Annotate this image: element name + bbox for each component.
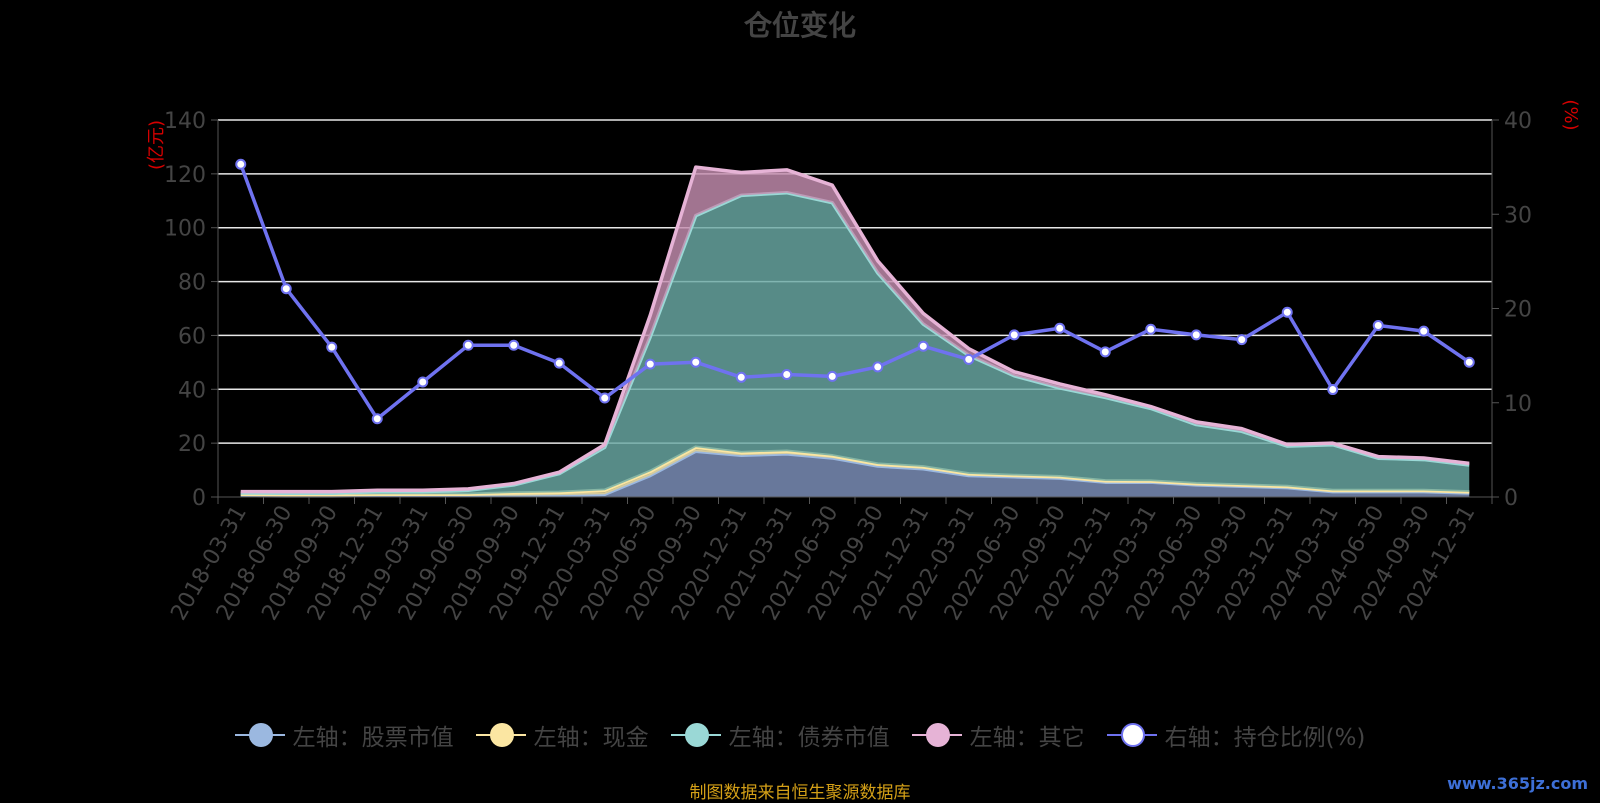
legend-label: 左轴：现金 bbox=[533, 725, 649, 751]
right-tick-label: 40 bbox=[1504, 109, 1532, 134]
line-other bbox=[240, 165, 1470, 494]
ratio-point bbox=[1145, 323, 1157, 335]
right-tick-label: 10 bbox=[1504, 392, 1532, 417]
legend-swatch-icon bbox=[670, 723, 721, 747]
legend-item-other[interactable]: 左轴：其它 bbox=[911, 718, 1085, 752]
right-tick-label: 20 bbox=[1504, 298, 1532, 323]
ratio-point bbox=[371, 413, 383, 425]
legend-swatch-icon bbox=[1106, 723, 1157, 747]
ratio-point bbox=[1008, 329, 1020, 341]
legend-label: 左轴：其它 bbox=[969, 725, 1085, 751]
legend-item-cash[interactable]: 左轴：现金 bbox=[475, 718, 649, 752]
ratio-point bbox=[599, 392, 611, 404]
legend-label: 左轴：股票市值 bbox=[292, 725, 454, 751]
left-tick-label: 100 bbox=[164, 217, 206, 242]
ratio-point bbox=[1236, 334, 1248, 346]
legend-label: 右轴：持仓比例(%) bbox=[1164, 725, 1366, 751]
left-tick-label: 80 bbox=[178, 271, 206, 296]
ratio-line bbox=[239, 163, 1471, 421]
ratio-point bbox=[508, 339, 520, 351]
ratio-line bbox=[235, 158, 1475, 425]
ratio-point bbox=[417, 376, 429, 388]
right-axis-unit: (%) bbox=[1560, 99, 1581, 130]
left-tick-label: 20 bbox=[178, 432, 206, 457]
ratio-point bbox=[781, 368, 793, 380]
legend-item-bond[interactable]: 左轴：债券市值 bbox=[670, 718, 890, 752]
source-note: 制图数据来自恒生聚源数据库 bbox=[689, 783, 911, 803]
ratio-point bbox=[235, 158, 247, 170]
left-tick-label: 60 bbox=[178, 324, 206, 349]
stacked-areas bbox=[240, 165, 1470, 498]
ratio-point bbox=[1054, 322, 1066, 334]
chart-title: 仓位变化 bbox=[743, 9, 856, 42]
legend-item-ratio[interactable]: 右轴：持仓比例(%) bbox=[1106, 718, 1366, 752]
ratio-point bbox=[553, 357, 565, 369]
legend-item-stock[interactable]: 左轴：股票市值 bbox=[234, 718, 454, 752]
left-tick-label: 140 bbox=[164, 109, 206, 134]
ratio-point bbox=[1327, 384, 1339, 396]
right-tick-label: 0 bbox=[1504, 486, 1518, 511]
ratio-point bbox=[1099, 346, 1111, 358]
ratio-point bbox=[872, 361, 884, 373]
ratio-point bbox=[1418, 325, 1430, 337]
ratio-point bbox=[1463, 356, 1475, 368]
watermark: www.365jz.com bbox=[1447, 774, 1588, 793]
left-axis-unit: (亿元) bbox=[146, 120, 167, 170]
legend-label: 左轴：债券市值 bbox=[728, 725, 890, 751]
ratio-point bbox=[690, 356, 702, 368]
ratio-point bbox=[462, 339, 474, 351]
area-stock bbox=[240, 451, 1470, 497]
ratio-point bbox=[963, 353, 975, 365]
ratio-point bbox=[1190, 329, 1202, 341]
right-tick-label: 30 bbox=[1504, 203, 1532, 228]
legend-swatch-icon bbox=[234, 723, 285, 747]
legend-swatch-icon bbox=[911, 723, 962, 747]
ratio-point bbox=[917, 340, 929, 352]
left-tick-label: 120 bbox=[164, 163, 206, 188]
ratio-point bbox=[644, 358, 656, 370]
ratio-point bbox=[280, 283, 292, 295]
left-tick-label: 40 bbox=[178, 378, 206, 403]
ratio-point bbox=[1372, 319, 1384, 331]
legend-swatch-icon bbox=[475, 723, 526, 747]
ratio-point bbox=[1281, 306, 1293, 318]
ratio-point bbox=[826, 370, 838, 382]
legend: 左轴：股票市值 左轴：现金 左轴：债券市值 左轴：其它 右轴：持仓比例(%) bbox=[0, 718, 1600, 752]
position-chart: 0204060801001201400102030402018-03-31201… bbox=[146, 99, 1581, 624]
area-bond bbox=[240, 192, 1470, 495]
ratio-point bbox=[735, 371, 747, 383]
left-tick-label: 0 bbox=[192, 486, 206, 511]
ratio-point bbox=[326, 341, 338, 353]
